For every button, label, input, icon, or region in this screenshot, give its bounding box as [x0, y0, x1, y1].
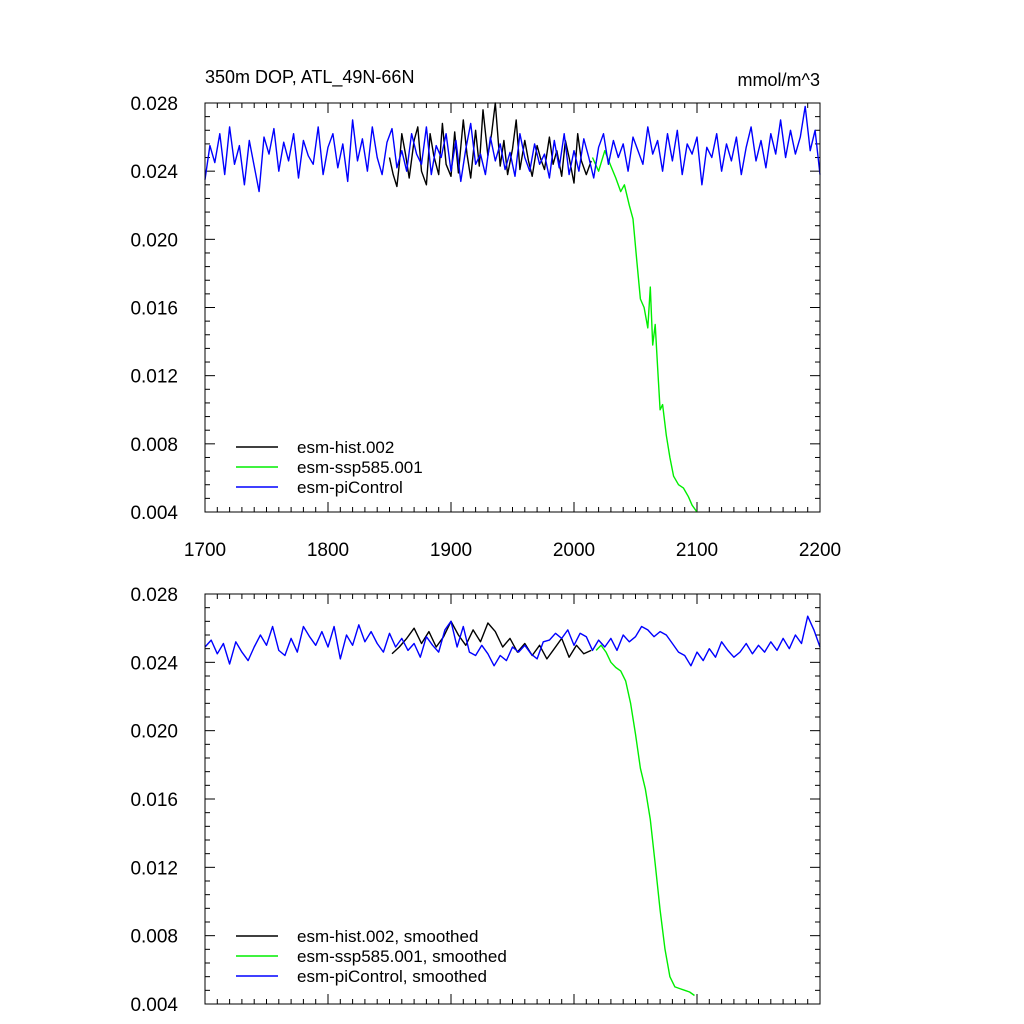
legend-label: esm-hist.002, smoothed — [297, 927, 478, 946]
bottom-tick-labels: 0.004 0.008 0.012 0.016 0.020 0.024 0.028 — [130, 585, 178, 1016]
units-label: mmol/m^3 — [738, 70, 820, 90]
x-tick-label: 2100 — [676, 540, 718, 561]
y-tick-label: 0.028 — [130, 94, 178, 115]
x-tick-label: 2200 — [799, 540, 841, 561]
x-tick-label: 1700 — [184, 540, 226, 561]
y-tick-label: 0.012 — [130, 858, 178, 879]
y-tick-label: 0.020 — [130, 722, 178, 743]
y-tick-label: 0.024 — [130, 162, 178, 183]
top-plot-frame — [204, 102, 821, 513]
y-tick-label: 0.008 — [130, 435, 178, 456]
x-tick-label: 1900 — [430, 540, 472, 561]
series-line — [204, 615, 821, 667]
y-tick-label: 0.016 — [130, 299, 178, 320]
legend-label: esm-ssp585.001, smoothed — [297, 947, 507, 966]
y-tick-label: 0.028 — [130, 585, 178, 606]
series-line — [595, 644, 695, 997]
y-tick-label: 0.004 — [130, 995, 178, 1016]
x-tick-label: 1800 — [307, 540, 349, 561]
legend-label: esm-piControl — [297, 478, 403, 497]
series-line — [388, 102, 592, 188]
x-tick-label: 2000 — [553, 540, 595, 561]
y-tick-label: 0.024 — [130, 653, 178, 674]
y-tick-label: 0.008 — [130, 927, 178, 948]
series-line — [591, 149, 698, 513]
bottom-series — [204, 615, 821, 997]
y-tick-label: 0.012 — [130, 367, 178, 388]
chart-title: 350m DOP, ATL_49N-66N — [205, 67, 414, 88]
legend-label: esm-hist.002 — [297, 438, 394, 457]
y-tick-label: 0.004 — [130, 503, 178, 524]
top-tick-labels: 0.004 0.008 0.012 0.016 0.020 0.024 0.028 1700 1… — [130, 94, 841, 561]
series-line — [391, 620, 592, 660]
top-series — [204, 102, 821, 513]
panel-bottom: 0.004 0.008 0.012 0.016 0.020 0.024 0.028 esm-… — [130, 585, 821, 1016]
series-line — [204, 105, 821, 193]
legend-label: esm-ssp585.001 — [297, 458, 423, 477]
bottom-plot-frame — [204, 593, 821, 1005]
legend-label: esm-piControl, smoothed — [297, 967, 487, 986]
panel-top: 0.004 0.008 0.012 0.016 0.020 0.024 0.028 1700 1… — [130, 94, 841, 561]
y-tick-label: 0.020 — [130, 230, 178, 251]
y-tick-label: 0.016 — [130, 790, 178, 811]
bottom-ticks — [204, 593, 821, 1005]
